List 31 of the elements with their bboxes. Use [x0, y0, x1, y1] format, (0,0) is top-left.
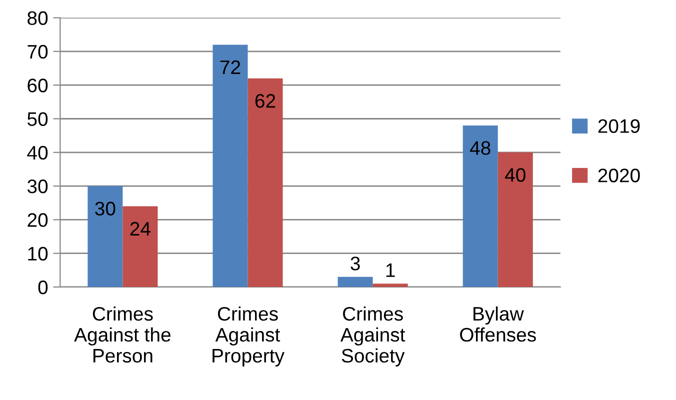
data-label: 72: [220, 60, 240, 74]
x-tick-label: Crimes Against Property: [212, 306, 284, 366]
bar: [462, 125, 498, 287]
data-label: 48: [470, 141, 490, 155]
data-label: 30: [95, 202, 116, 216]
data-label: 62: [255, 94, 276, 108]
y-tick-label: 60: [28, 78, 48, 92]
bar: [498, 152, 533, 287]
y-tick-label: 80: [28, 11, 48, 26]
y-tick-label: 50: [28, 112, 48, 126]
y-tick-label: 30: [27, 180, 48, 194]
legend-label: 2020: [598, 168, 640, 182]
bar: [372, 284, 408, 287]
data-label: 40: [505, 168, 526, 182]
legend-label: 2019: [598, 119, 640, 133]
data-label: 1: [386, 264, 395, 277]
y-tick-label: 10: [28, 246, 48, 261]
y-tick-label: 20: [28, 213, 48, 227]
data-label: 24: [130, 222, 150, 236]
x-tick-label: Crimes Against the Person: [74, 306, 170, 363]
bar: [88, 186, 123, 287]
data-label: 3: [350, 256, 360, 270]
bar: [338, 276, 373, 287]
x-tick-label: Crimes Against Society: [340, 306, 406, 366]
y-tick-label: 40: [27, 146, 48, 160]
bar: [122, 206, 158, 287]
y-tick-label: 70: [28, 44, 48, 59]
bar: [212, 44, 248, 287]
x-tick-label: Bylaw Offenses: [460, 306, 536, 342]
bar: [248, 78, 283, 287]
y-tick-label: 0: [38, 280, 48, 294]
